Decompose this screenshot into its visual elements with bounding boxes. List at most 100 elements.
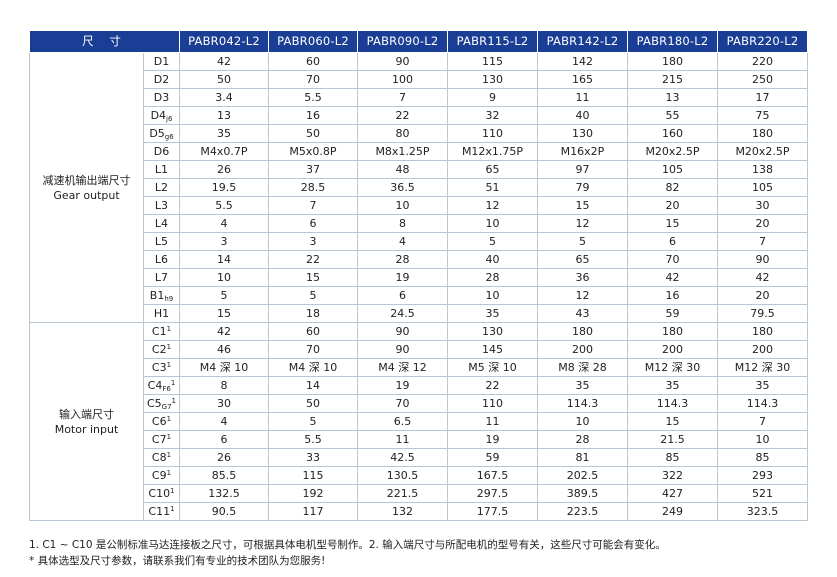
value-cell: 51 [447,178,538,197]
value-cell: M8x1.25P [357,142,448,161]
value-cell: 10 [357,196,448,215]
value-cell: 110 [447,124,538,143]
dimension-code-cell: H1 [143,304,180,323]
dimension-code-cell: C4F61 [143,376,180,395]
value-cell: 16 [268,106,358,125]
table-row: H1 15 18 24.5 35 43 59 79.5 [30,304,808,323]
footnote-line-2: * 具体选型及尺寸参数，请联系我们有专业的技术团队为您服务! [29,555,326,567]
value-cell: 192 [268,484,358,503]
value-cell: 249 [627,502,718,521]
group-label-cell: 输入端尺寸 Motor input [29,322,144,521]
value-cell: 15 [268,268,358,287]
value-cell: 80 [357,124,448,143]
value-cell: 55 [627,106,718,125]
footnote-marker: 1 [166,325,172,333]
value-cell: 145 [447,340,538,359]
tolerance-subscript: F6 [162,385,171,393]
value-cell: 10 [179,268,269,287]
dimension-code-cell: D4j6 [143,106,180,125]
dimension-code: C10 [148,487,171,500]
value-cell: 42 [179,322,269,341]
footnote-marker: 1 [166,433,172,441]
value-cell: 160 [627,124,718,143]
table-row: L5 3 3 4 5 5 6 7 [30,232,808,251]
dimension-code: C5 [146,397,162,410]
dimension-code-cell: D1 [143,52,180,71]
value-cell: 19 [357,376,448,395]
model-header-cell: PABR220-L2 [717,30,808,53]
dimension-code-cell: L4 [143,214,180,233]
value-cell: 180 [627,322,718,341]
value-cell: 5 [268,286,358,305]
dimension-code: D1 [153,55,170,68]
table-row: C71 6 5.5 11 19 28 21.5 10 [30,430,808,449]
value-cell: 70 [627,250,718,269]
value-cell: 13 [627,88,718,107]
footnote-marker: 1 [166,451,172,459]
table-row: C31 M4 深 10 M4 深 10 M4 深 12 M5 深 10 M8 深 28 M1… [30,358,808,377]
value-cell: 42 [717,268,808,287]
table-row: 减速机输出端尺寸 Gear output D1 42 60 90 115 142 180 220 [29,52,808,323]
value-cell: M4 深 10 [179,358,269,377]
dimension-code: L5 [154,235,169,248]
value-cell: 5 [537,232,628,251]
dimension-code: C3 [151,361,167,374]
value-cell: 20 [627,196,718,215]
value-cell: 3 [268,232,358,251]
value-cell: 50 [268,394,358,413]
dimension-code-cell: L3 [143,196,180,215]
value-cell: 7 [357,88,448,107]
value-cell: 40 [537,106,628,125]
value-cell: 85 [717,448,808,467]
table-row: B1h9 5 5 6 10 12 16 20 [30,286,808,305]
dimension-code: D6 [153,145,170,158]
value-cell: 5 [179,286,269,305]
value-cell: 130.5 [357,466,448,485]
value-cell: 28 [537,430,628,449]
value-cell: 65 [537,250,628,269]
value-cell: 7 [717,232,808,251]
value-cell: 30 [717,196,808,215]
value-cell: 10 [447,286,538,305]
dimension-code-cell: C61 [143,412,180,431]
value-cell: 50 [268,124,358,143]
footnote-line-1: 1. C1 ~ C10 是公制标准马达连接板之尺寸，可根据具体电机型号制作。2.… [29,539,666,551]
value-cell: M5 深 10 [447,358,538,377]
dimension-code-cell: C111 [143,502,180,521]
dimension-code-cell: C5G71 [143,394,180,413]
value-cell: 12 [447,196,538,215]
value-cell: 130 [447,70,538,89]
value-cell: 293 [717,466,808,485]
footnote-marker: 1 [166,361,172,369]
value-cell: M4x0.7P [179,142,269,161]
value-cell: 11 [537,88,628,107]
model-header-cell: PABR142-L2 [537,30,628,53]
value-cell: 16 [627,286,718,305]
value-cell: 11 [447,412,538,431]
value-cell: 7 [717,412,808,431]
value-cell: 28 [357,250,448,269]
model-header-cell: PABR180-L2 [627,30,718,53]
value-cell: 11 [357,430,448,449]
value-cell: 90 [357,322,448,341]
table-row: C61 4 5 6.5 11 10 15 7 [30,412,808,431]
value-cell: 35 [179,124,269,143]
value-cell: 14 [179,250,269,269]
value-cell: M16x2P [537,142,628,161]
value-cell: 65 [447,160,538,179]
value-cell: 6 [357,286,448,305]
value-cell: 7 [268,196,358,215]
value-cell: 59 [447,448,538,467]
dimension-code-cell: D5g6 [143,124,180,143]
value-cell: M4 深 12 [357,358,448,377]
value-cell: 142 [537,52,628,71]
value-cell: 5 [447,232,538,251]
dimension-code-cell: C71 [143,430,180,449]
value-cell: 132.5 [179,484,269,503]
value-cell: 4 [357,232,448,251]
value-cell: 130 [447,322,538,341]
tolerance-subscript: h9 [164,295,174,303]
value-cell: 82 [627,178,718,197]
dimension-code: B1 [149,289,165,302]
value-cell: 79 [537,178,628,197]
